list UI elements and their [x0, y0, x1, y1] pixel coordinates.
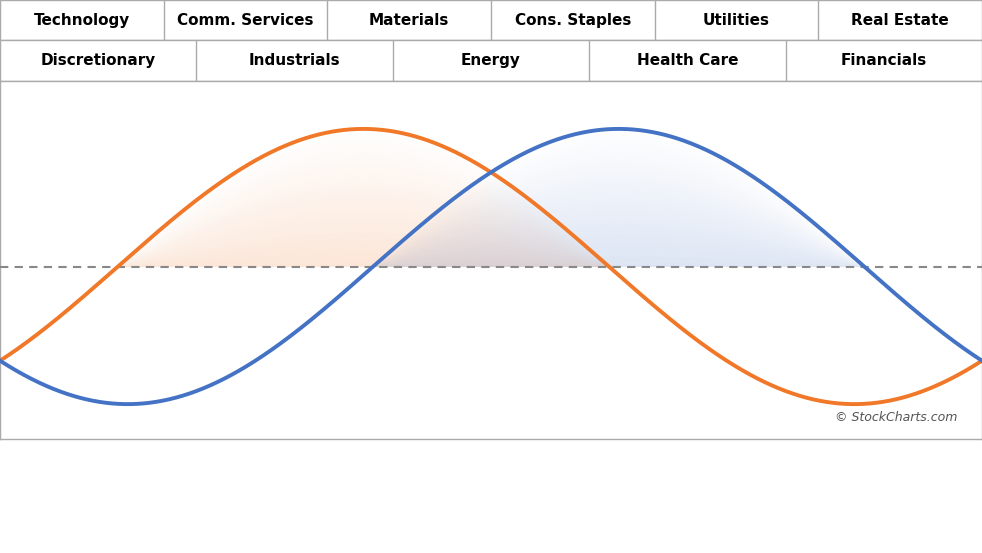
Text: Full Recovery: Full Recovery [546, 460, 662, 475]
Text: Discretionary: Discretionary [40, 53, 156, 68]
Text: Technology: Technology [33, 13, 130, 28]
Text: Cons. Staples: Cons. Staples [515, 13, 631, 28]
Text: Energy: Energy [462, 53, 520, 68]
Text: Early Recovery: Early Recovery [295, 460, 422, 475]
Text: © StockCharts.com: © StockCharts.com [835, 411, 957, 424]
Text: Financials: Financials [841, 53, 927, 68]
Text: Bull Market: Bull Market [250, 517, 349, 533]
Text: Real Estate: Real Estate [851, 13, 949, 28]
Text: Utilities: Utilities [703, 13, 770, 28]
Text: Materials: Materials [369, 13, 450, 28]
Text: Full Recession: Full Recession [52, 460, 174, 475]
Text: Bear Market: Bear Market [688, 517, 794, 533]
Text: Early Recession: Early Recession [788, 460, 921, 475]
Text: Health Care: Health Care [636, 53, 738, 68]
Text: Comm. Services: Comm. Services [177, 13, 314, 28]
Text: Market Top: Market Top [438, 517, 534, 533]
Text: Market Bottom: Market Bottom [24, 517, 153, 533]
Text: Industrials: Industrials [248, 53, 341, 68]
